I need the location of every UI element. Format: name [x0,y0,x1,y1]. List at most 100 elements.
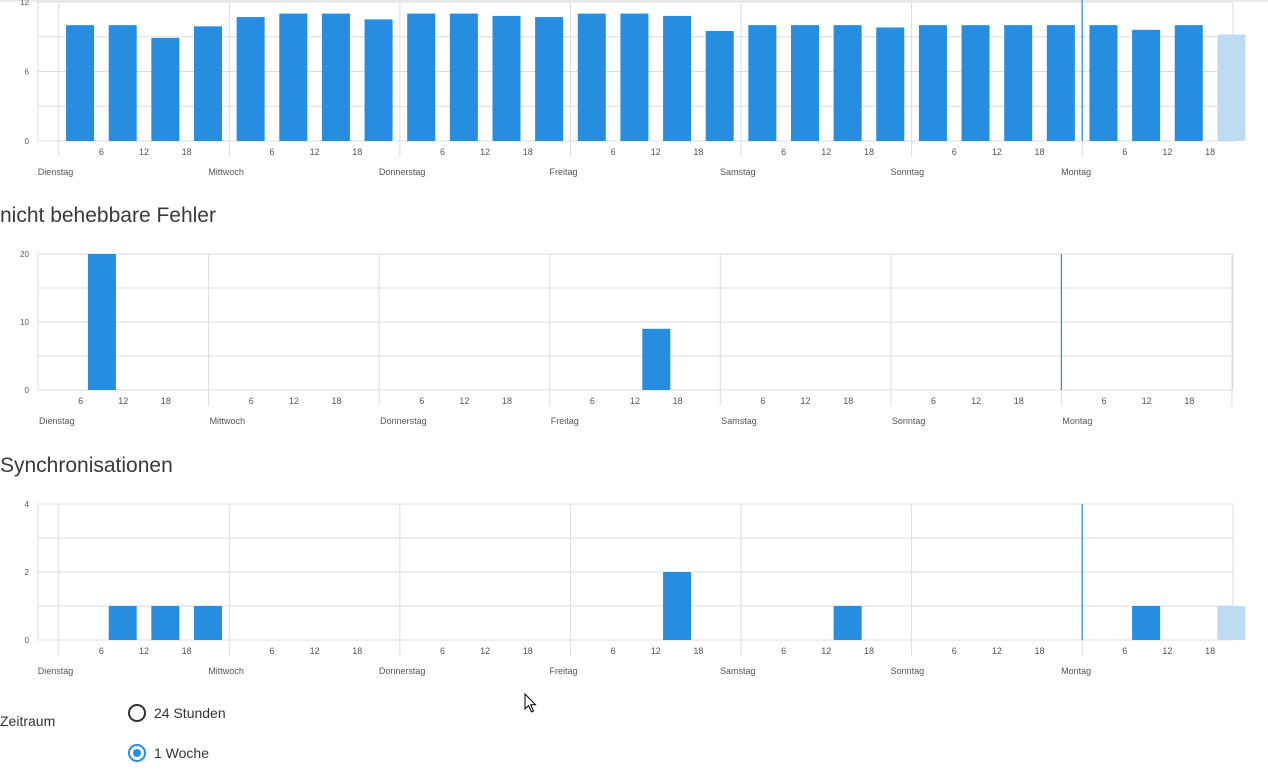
x-tick-day: Montag [1062,416,1092,426]
x-tick-hour: 6 [440,147,445,157]
x-tick-hour: 18 [352,646,362,656]
x-tick-hour: 6 [99,646,104,656]
x-tick-hour: 12 [310,147,320,157]
x-tick-hour: 6 [440,646,445,656]
bar [663,572,692,640]
radio-circle-1week[interactable] [128,744,146,762]
y-tick-label: 12 [20,0,29,7]
bar-partial [1217,34,1246,141]
section-title-synchronisations: Synchronisationen [0,454,173,477]
y-tick-label: 0 [25,386,30,395]
y-tick-label: 0 [25,137,30,146]
x-tick-hour: 18 [673,396,683,406]
chart-unrecoverable-errors: 0 10 20 6 12 18 6 12 18 6 12 18 6 12 18 6 12 18 6 12 18 6 12 18… [20,250,1234,426]
bar [1174,25,1203,142]
x-tick-hour: 12 [992,147,1002,157]
bar-partial [1217,606,1246,640]
x-tick-day: Freitag [549,167,577,177]
x-tick-day: Freitag [549,666,577,676]
x-tick-hour: 18 [352,147,362,157]
bar [663,15,692,141]
x-tick-day: Samstag [720,167,756,177]
x-tick-hour: 6 [611,147,616,157]
x-tick-day: Sonntag [891,167,925,177]
x-tick-day: Mittwoch [208,167,244,177]
x-tick-day: Montag [1061,167,1091,177]
period-option-24h[interactable]: 24 Stunden [128,704,226,722]
y-tick-label: 4 [25,500,30,509]
x-tick-hour: 12 [651,646,661,656]
x-tick-hour: 12 [801,396,811,406]
x-tick-hour: 12 [480,147,490,157]
y-tick-label: 20 [20,250,29,259]
bar [492,15,521,141]
x-tick-hour: 12 [1162,147,1172,157]
x-tick-day: Donnerstag [379,167,426,177]
x-tick-hour: 6 [760,396,765,406]
x-tick-hour: 18 [523,646,533,656]
x-tick-day: Samstag [721,416,757,426]
period-option-24h-label: 24 Stunden [154,705,226,721]
x-tick-hour: 6 [952,646,957,656]
x-tick-hour: 18 [523,147,533,157]
x-tick-day: Samstag [720,666,756,676]
bar [108,25,137,142]
bar [876,27,905,141]
x-tick-hour: 12 [480,646,490,656]
x-tick-day: Dienstag [38,167,74,177]
period-label: Zeitraum [0,713,56,729]
x-tick-hour: 18 [843,396,853,406]
x-tick-hour: 12 [1162,646,1172,656]
bar [833,606,862,640]
x-tick-hour: 18 [1035,646,1045,656]
x-tick-hour: 6 [269,147,274,157]
x-tick-hour: 12 [139,147,149,157]
bar [642,328,671,390]
x-tick-hour: 12 [651,147,661,157]
bar [535,17,564,141]
radio-circle-24h[interactable] [128,704,146,722]
x-tick-hour: 18 [182,646,192,656]
x-tick-day: Donnerstag [379,666,426,676]
x-tick-hour: 12 [310,646,320,656]
y-tick-label: 6 [25,68,30,77]
x-tick-hour: 18 [502,396,512,406]
x-tick-hour: 12 [1142,396,1152,406]
x-tick-hour: 6 [781,646,786,656]
bar [193,606,222,640]
x-tick-hour: 12 [971,396,981,406]
x-tick-hour: 6 [590,396,595,406]
x-tick-hour: 6 [1122,646,1127,656]
x-tick-hour: 6 [1122,147,1127,157]
y-tick-label: 2 [25,568,30,577]
x-tick-hour: 6 [269,646,274,656]
bar [1046,25,1075,142]
x-tick-day: Dienstag [38,666,74,676]
x-tick-hour: 18 [693,646,703,656]
x-tick-day: Freitag [551,416,579,426]
bar [321,13,350,141]
x-tick-hour: 6 [249,396,254,406]
bar [961,25,990,142]
x-tick-day: Mittwoch [208,666,244,676]
x-tick-hour: 18 [182,147,192,157]
bar [705,30,734,141]
y-tick-label: 10 [20,318,29,327]
x-tick-hour: 6 [931,396,936,406]
period-option-1week[interactable]: 1 Woche [128,744,209,762]
y-tick-label: 0 [25,636,30,645]
x-tick-day: Montag [1061,666,1091,676]
bar [1132,29,1161,141]
x-tick-hour: 18 [864,147,874,157]
x-tick-hour: 18 [161,396,171,406]
x-tick-hour: 18 [1205,147,1215,157]
bar [193,26,222,142]
bar [279,13,308,141]
bar [108,606,137,640]
x-tick-hour: 12 [118,396,128,406]
x-tick-hour: 18 [1035,147,1045,157]
bar [620,13,649,141]
period-option-1week-label: 1 Woche [154,745,209,761]
bar [1089,25,1118,142]
section-title-errors: nicht behebbare Fehler [0,204,216,227]
